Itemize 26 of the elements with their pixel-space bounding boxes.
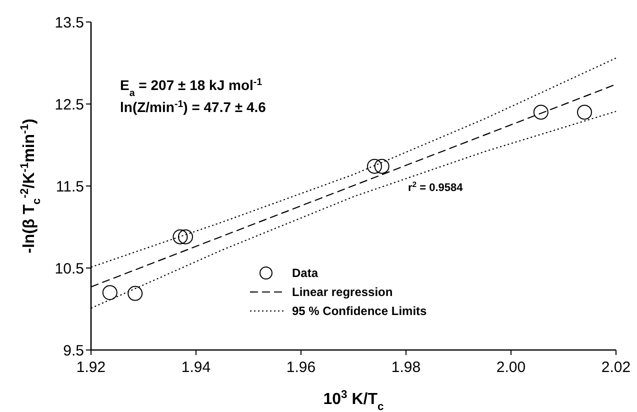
legend-label: Linear regression [292, 285, 393, 300]
x-axis-title: 10$^{3}$ K/T$_{c}$ [323, 389, 384, 412]
x-tick-label: 2.02 [601, 359, 631, 376]
legend-label: 95 % Confidence Limits [292, 304, 428, 318]
point [102, 285, 118, 300]
point [374, 158, 390, 174]
x-tick-label: 1.96 [286, 359, 316, 376]
y-tick-label: 9.5 [63, 342, 84, 360]
point [367, 158, 382, 174]
legend-label: Data [292, 266, 318, 280]
annotation: ln(Z/min$^{-1}$) = 47.7 ± 4.6 [120, 98, 266, 115]
point [577, 104, 592, 120]
point [128, 286, 143, 301]
x-tick-label: 1.92 [76, 359, 106, 376]
y-tick-label: 12.5 [54, 96, 84, 114]
annotation: E$_{a}$ = 207 ± 18 kJ mol$^{-1}$ [120, 76, 263, 98]
annotation: r$^{2}$ = 0.9584 [408, 180, 464, 194]
y-tick-label: 10.5 [54, 260, 84, 278]
x-tick-label: 1.94 [181, 359, 211, 376]
x-tick-label: 2.00 [496, 359, 526, 376]
point [172, 229, 188, 244]
point [178, 229, 193, 244]
point [533, 104, 548, 120]
y-tick-label: 11.5 [56, 178, 84, 196]
x-tick-label: 1.98 [391, 359, 421, 376]
y-tick-label: 13.5 [54, 14, 84, 32]
